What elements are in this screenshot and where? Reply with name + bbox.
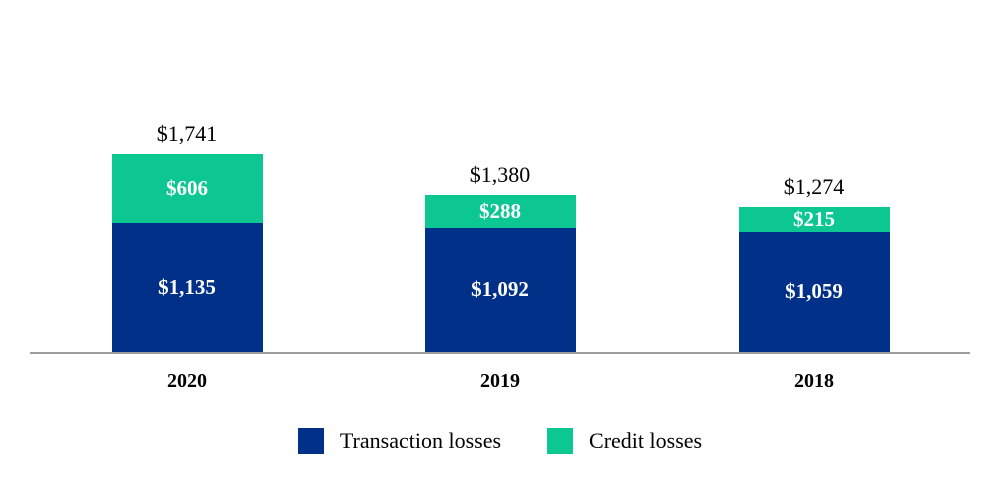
bar-segment-transaction-losses: $1,092 xyxy=(424,227,576,352)
bar-segment-credit-losses: $606 xyxy=(111,154,263,223)
credit-losses-swatch-icon xyxy=(547,428,574,454)
bar-segment-transaction-losses: $1,135 xyxy=(111,222,263,352)
transaction-losses-swatch-icon xyxy=(297,428,324,454)
x-axis-label: 2019 xyxy=(480,370,520,392)
legend-label-transaction-losses: Transaction losses xyxy=(339,428,502,453)
total-label: $1,741 xyxy=(156,121,218,146)
bar-segment-credit-losses: $288 xyxy=(424,195,576,228)
x-axis-label: 2018 xyxy=(794,370,834,392)
total-label: $1,274 xyxy=(783,174,845,200)
legend-item-transaction-losses: Transaction losses xyxy=(297,428,502,454)
bar-segment-transaction-losses: $1,059 xyxy=(738,231,890,352)
legend: Transaction losses Credit losses xyxy=(0,428,1000,454)
x-axis-line xyxy=(30,352,970,354)
x-axis-label: 2020 xyxy=(167,370,207,392)
total-label: $1,380 xyxy=(469,162,531,188)
legend-item-credit-losses: Credit losses xyxy=(547,428,702,454)
bar-segment-credit-losses: $215 xyxy=(738,207,890,232)
legend-label-credit-losses: Credit losses xyxy=(589,428,703,453)
